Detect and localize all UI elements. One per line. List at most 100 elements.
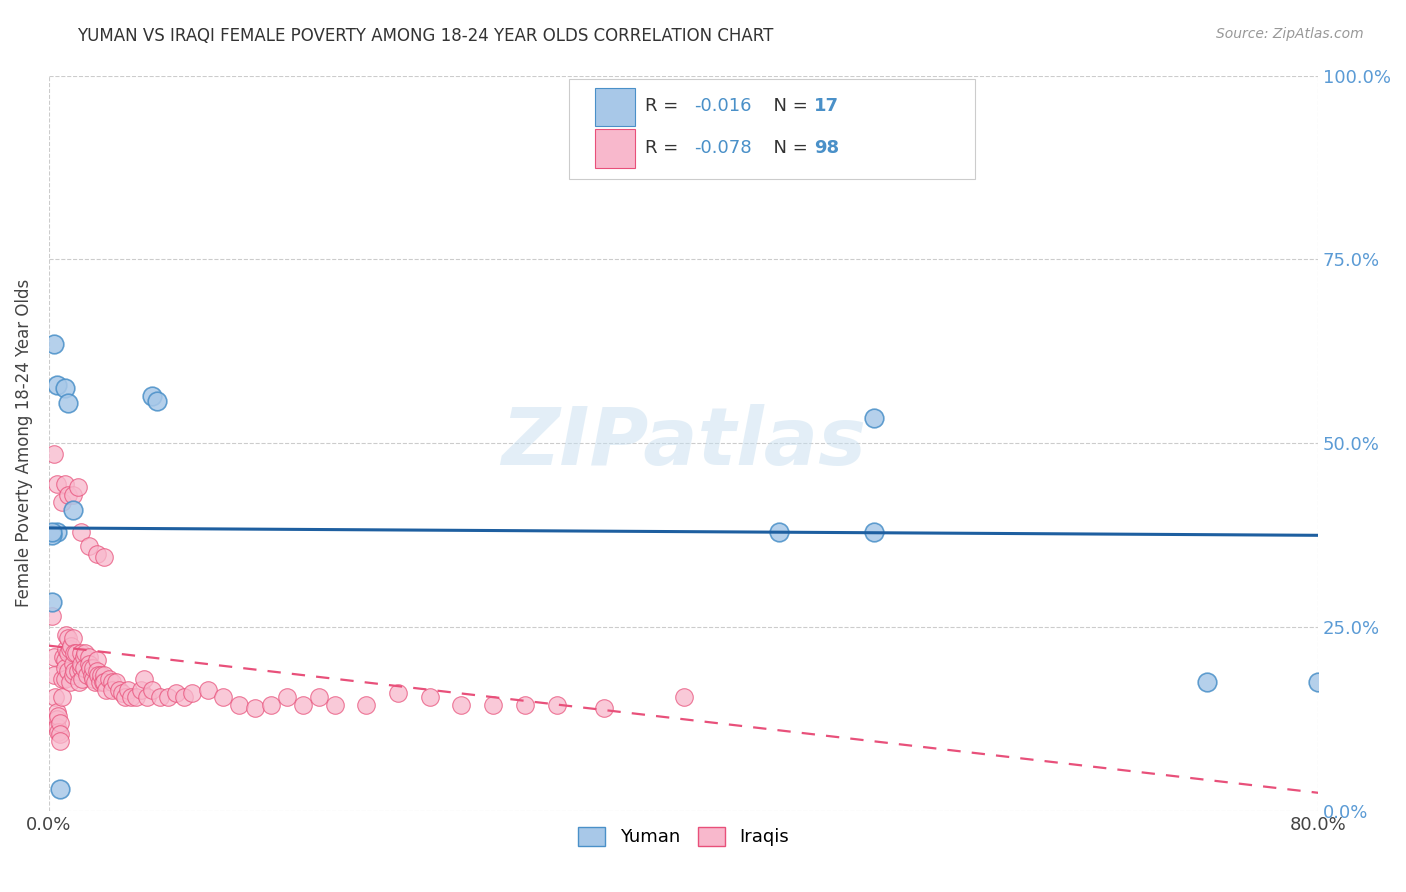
Point: [51, 690, 73, 705]
Point: [141, 388, 163, 402]
Text: -0.078: -0.078: [693, 139, 751, 157]
Text: 17: 17: [814, 97, 839, 115]
Point: [129, 682, 152, 697]
Text: ZIPatlas: ZIPatlas: [501, 404, 866, 483]
Point: [86, 653, 108, 667]
Point: [136, 690, 159, 705]
Point: [134, 672, 156, 686]
Text: 98: 98: [814, 139, 839, 157]
Point: [323, 698, 346, 712]
Point: [121, 690, 143, 705]
Point: [93, 550, 115, 565]
Point: [56, 665, 79, 679]
Point: [80, 668, 103, 682]
Point: [356, 698, 378, 712]
Point: [1197, 675, 1219, 690]
Point: [73, 649, 96, 664]
Point: [79, 661, 101, 675]
Point: [114, 690, 136, 705]
Point: [482, 698, 505, 712]
Point: [672, 690, 695, 705]
Point: [228, 698, 250, 712]
Text: N =: N =: [762, 139, 814, 157]
Point: [42, 337, 65, 351]
Point: [62, 502, 84, 516]
Point: [58, 642, 80, 657]
Point: [56, 632, 79, 646]
Point: [276, 690, 298, 705]
Point: [76, 668, 98, 682]
Point: [60, 639, 83, 653]
Point: [53, 661, 76, 675]
Point: [111, 686, 134, 700]
Point: [77, 539, 100, 553]
Point: [49, 734, 72, 748]
Point: [291, 698, 314, 712]
Point: [863, 524, 886, 539]
Point: [84, 675, 107, 690]
Point: [41, 528, 63, 542]
Point: [41, 594, 63, 608]
Point: [1308, 675, 1330, 690]
Point: [62, 632, 84, 646]
Point: [89, 675, 111, 690]
Point: [53, 653, 76, 667]
Point: [593, 701, 616, 715]
Point: [125, 690, 148, 705]
Point: [41, 524, 63, 539]
Point: [90, 668, 112, 682]
Point: [387, 686, 409, 700]
Point: [91, 675, 114, 690]
Point: [42, 447, 65, 461]
Point: [45, 377, 67, 392]
Point: [86, 547, 108, 561]
Point: [52, 649, 75, 664]
Text: -0.016: -0.016: [693, 97, 751, 115]
Point: [69, 661, 91, 675]
Point: [48, 724, 70, 739]
Point: [104, 675, 127, 690]
Point: [45, 476, 67, 491]
Point: [863, 410, 886, 425]
Point: [55, 627, 77, 641]
Point: [49, 715, 72, 730]
Point: [45, 712, 67, 726]
Point: [141, 682, 163, 697]
Point: [107, 682, 129, 697]
Text: N =: N =: [762, 97, 814, 115]
Point: [94, 682, 117, 697]
Y-axis label: Female Poverty Among 18-24 Year Olds: Female Poverty Among 18-24 Year Olds: [15, 279, 32, 607]
Point: [45, 524, 67, 539]
Point: [101, 675, 124, 690]
Point: [180, 686, 202, 700]
Point: [66, 665, 89, 679]
Text: Source: ZipAtlas.com: Source: ZipAtlas.com: [1216, 27, 1364, 41]
Point: [56, 488, 79, 502]
Point: [419, 690, 441, 705]
Point: [62, 668, 84, 682]
Point: [77, 649, 100, 664]
Point: [45, 720, 67, 734]
Point: [42, 649, 65, 664]
Point: [58, 675, 80, 690]
Point: [66, 481, 89, 495]
Text: R =: R =: [645, 139, 685, 157]
Point: [165, 686, 187, 700]
Point: [93, 668, 115, 682]
Point: [82, 661, 104, 675]
Point: [67, 675, 90, 690]
Point: [62, 488, 84, 502]
Point: [49, 727, 72, 741]
Point: [149, 690, 172, 705]
Text: R =: R =: [645, 97, 685, 115]
Point: [62, 657, 84, 671]
Point: [146, 393, 169, 408]
Point: [69, 646, 91, 660]
Point: [69, 524, 91, 539]
Legend: Yuman, Iraqis: Yuman, Iraqis: [571, 820, 796, 854]
Point: [98, 672, 121, 686]
Point: [75, 646, 97, 660]
Point: [156, 690, 179, 705]
Point: [63, 665, 86, 679]
Point: [53, 476, 76, 491]
